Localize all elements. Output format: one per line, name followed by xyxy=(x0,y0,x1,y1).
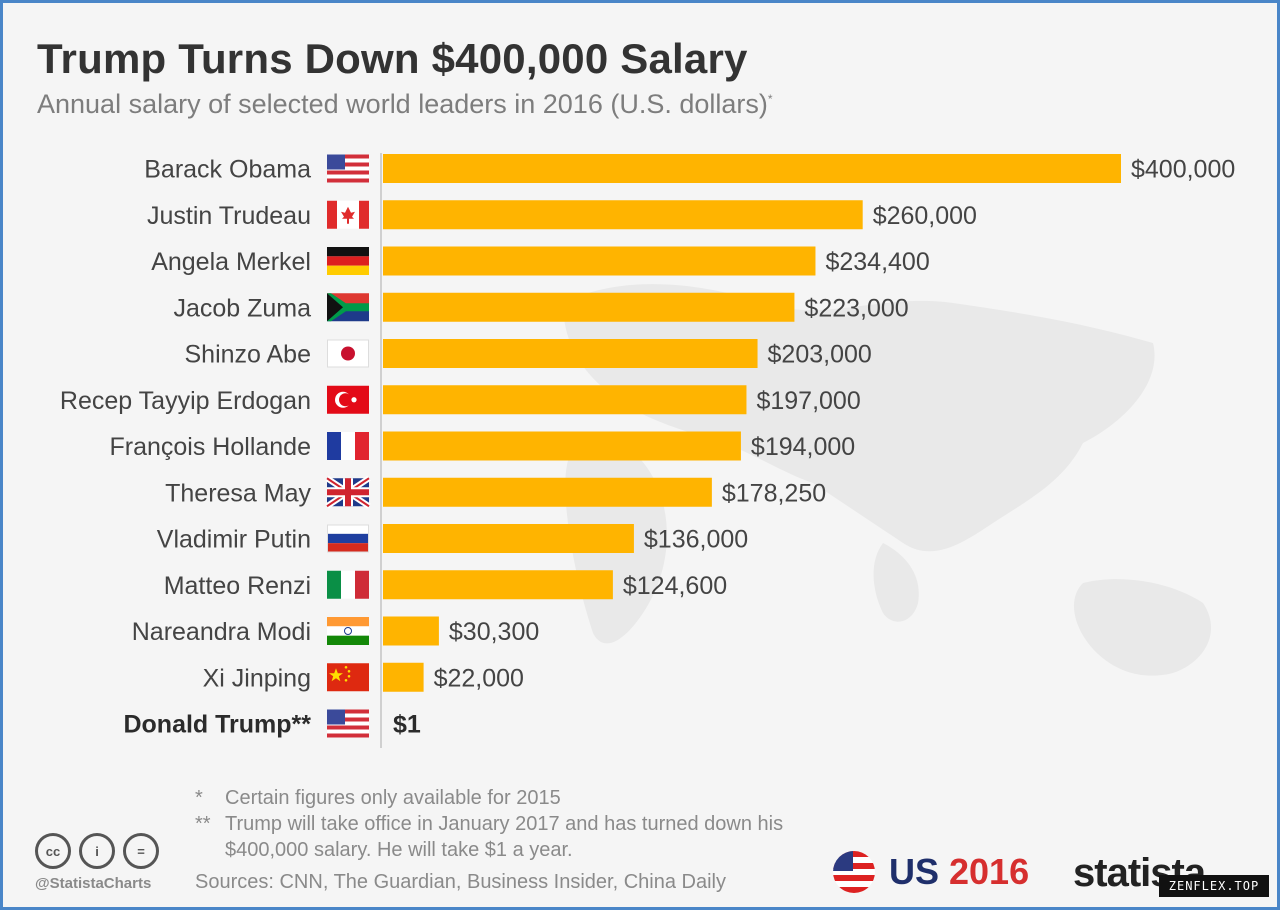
bar-chart: Barack Obama Justin Trudeau Angela Merkel J… xyxy=(60,153,1235,748)
category-label: Shinzo Abe xyxy=(185,341,312,369)
bar xyxy=(383,524,634,553)
france-flag-icon xyxy=(327,432,369,460)
license-icons: cc i = xyxy=(35,833,159,869)
badge-us: US xyxy=(889,851,940,892)
footnote-text: Certain figures only available for 2015 xyxy=(225,787,561,809)
value-label: $197,000 xyxy=(756,387,860,415)
category-label: Nareandra Modi xyxy=(132,618,311,646)
bars xyxy=(383,154,1121,738)
canada-flag-icon xyxy=(327,200,369,229)
category-label: Donald Trump** xyxy=(123,711,311,739)
equal-icon: = xyxy=(123,833,159,869)
bar xyxy=(383,616,439,646)
us-flag-icon xyxy=(327,709,369,738)
bar xyxy=(383,570,613,600)
category-label: Theresa May xyxy=(165,479,311,507)
attribution-icon: i xyxy=(79,833,115,869)
cc-icon: cc xyxy=(35,833,71,869)
bar xyxy=(383,292,795,322)
india-flag-icon xyxy=(327,617,369,645)
category-label: Justin Trudeau xyxy=(147,202,311,230)
footnote-mark: * xyxy=(195,787,203,809)
bar xyxy=(383,339,758,368)
category-label: Jacob Zuma xyxy=(173,294,311,322)
bar xyxy=(383,246,816,276)
value-label: $30,300 xyxy=(449,618,539,646)
footnote-1: * Certain figures only available for 201… xyxy=(195,785,825,811)
subtitle-footnote-mark: * xyxy=(767,92,773,106)
bar xyxy=(383,154,1121,183)
value-label: $22,000 xyxy=(434,664,524,692)
japan-flag-icon xyxy=(327,339,369,368)
value-label: $400,000 xyxy=(1131,156,1235,184)
value-label: $203,000 xyxy=(768,341,872,369)
category-label: Vladimir Putin xyxy=(157,526,311,554)
social-handle[interactable]: @StatistaCharts xyxy=(35,875,152,892)
value-labels: $400,000 $260,000 $234,400 $223,000 $203,000… xyxy=(393,156,1235,739)
subtitle-text: Annual salary of selected world leaders … xyxy=(37,89,768,119)
value-label: $178,250 xyxy=(722,479,826,507)
bar xyxy=(383,385,747,415)
value-label: $1 xyxy=(393,711,421,739)
bar xyxy=(383,200,863,230)
south-africa-flag-icon xyxy=(327,293,369,322)
china-flag-icon xyxy=(327,663,369,692)
value-label: $136,000 xyxy=(644,526,748,554)
category-label: Barack Obama xyxy=(144,156,311,184)
chart-subtitle: Annual salary of selected world leaders … xyxy=(37,89,773,120)
italy-flag-icon xyxy=(327,570,369,599)
us-globe-icon xyxy=(833,851,875,893)
category-label: Angela Merkel xyxy=(151,248,311,276)
category-label: François Hollande xyxy=(110,433,312,461)
us-flag-icon xyxy=(327,154,369,183)
footnote-text: Trump will take office in January 2017 a… xyxy=(225,813,784,861)
value-label: $234,400 xyxy=(825,248,929,276)
turkey-flag-icon xyxy=(327,385,369,414)
value-label: $194,000 xyxy=(751,433,855,461)
value-label: $260,000 xyxy=(873,202,977,230)
us-2016-badge: US 2016 xyxy=(833,851,1029,893)
germany-flag-icon xyxy=(327,247,369,275)
uk-flag-icon xyxy=(325,475,371,509)
watermark: ZENFLEX.TOP xyxy=(1159,875,1269,897)
category-label: Xi Jinping xyxy=(203,664,311,692)
bar xyxy=(383,477,712,507)
footnote-2: ** Trump will take office in January 201… xyxy=(195,811,825,863)
flag-icons xyxy=(325,154,371,738)
category-labels: Barack Obama Justin Trudeau Angela Merkel J… xyxy=(60,156,312,739)
category-label: Recep Tayyip Erdogan xyxy=(60,387,311,415)
footnote-mark: ** xyxy=(195,813,211,835)
russia-flag-icon xyxy=(327,524,369,553)
badge-year: 2016 xyxy=(949,851,1030,892)
footnotes: * Certain figures only available for 201… xyxy=(195,785,825,863)
value-label: $223,000 xyxy=(804,294,908,322)
value-label: $124,600 xyxy=(623,572,727,600)
category-label: Matteo Renzi xyxy=(164,572,311,600)
bar xyxy=(383,431,741,461)
bar xyxy=(383,662,424,692)
chart-title: Trump Turns Down $400,000 Salary xyxy=(37,35,748,82)
sources: Sources: CNN, The Guardian, Business Ins… xyxy=(195,871,726,893)
